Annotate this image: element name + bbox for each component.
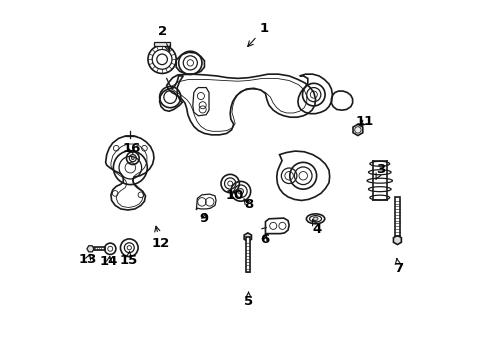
Polygon shape <box>393 235 401 244</box>
Text: 4: 4 <box>313 220 322 236</box>
Text: 14: 14 <box>100 255 119 267</box>
Text: 15: 15 <box>120 251 138 267</box>
Circle shape <box>131 157 134 159</box>
Polygon shape <box>87 246 94 252</box>
Ellipse shape <box>313 217 318 221</box>
Bar <box>395 197 399 236</box>
Text: 7: 7 <box>394 258 403 275</box>
Text: 1: 1 <box>248 22 269 46</box>
Text: 13: 13 <box>79 253 97 266</box>
Text: 9: 9 <box>200 212 209 225</box>
Text: 2: 2 <box>157 25 170 51</box>
Polygon shape <box>244 233 251 242</box>
Bar <box>154 42 170 46</box>
Text: 3: 3 <box>376 163 386 179</box>
Bar <box>94 247 104 250</box>
Text: 5: 5 <box>244 292 253 308</box>
Text: 16: 16 <box>122 142 141 155</box>
Text: 8: 8 <box>244 198 253 211</box>
Polygon shape <box>353 124 363 136</box>
Bar <box>245 237 250 272</box>
Text: 6: 6 <box>260 234 269 247</box>
Text: 12: 12 <box>151 226 170 250</box>
Circle shape <box>238 189 244 194</box>
Text: 11: 11 <box>356 115 374 128</box>
Text: 10: 10 <box>225 189 244 202</box>
